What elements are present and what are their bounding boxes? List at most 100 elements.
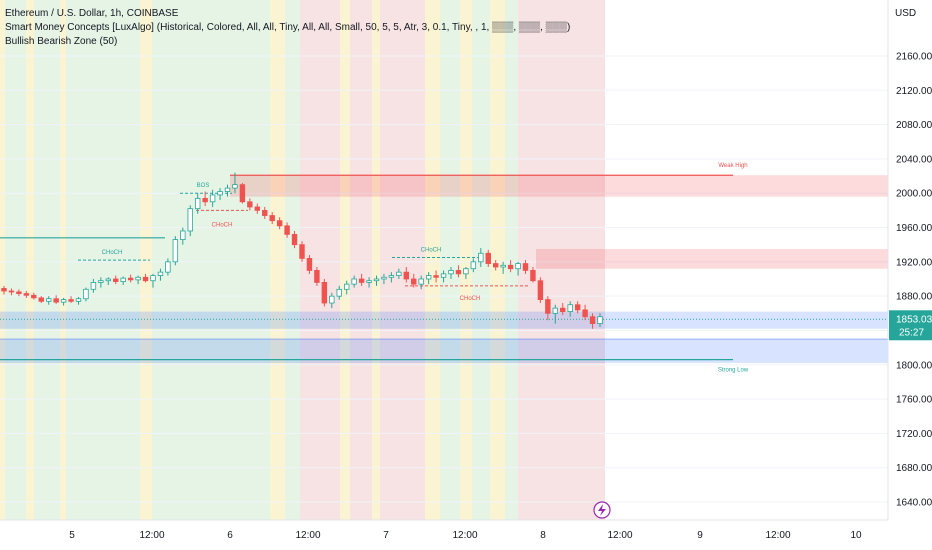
- candle: [425, 272, 432, 285]
- bullish-zone: [0, 311, 888, 329]
- session-band: [0, 0, 5, 520]
- candle: [150, 273, 156, 288]
- candle: [135, 275, 141, 285]
- candle: [247, 198, 253, 211]
- time-tick-label: 12:00: [295, 530, 320, 541]
- candle: [463, 266, 469, 279]
- candle: [142, 273, 149, 283]
- candle: [306, 254, 313, 274]
- candle: [299, 241, 305, 262]
- candle: [336, 285, 342, 300]
- candle: [262, 206, 268, 219]
- price-tick-label: 1720.00: [896, 429, 932, 440]
- time-tick-label: 5: [69, 530, 75, 541]
- price-tick-label: 1680.00: [896, 463, 932, 474]
- session-band: [505, 0, 518, 520]
- currency-label[interactable]: USD: [895, 8, 916, 19]
- session-band: [372, 0, 380, 520]
- choch-label: CHoCH: [102, 250, 123, 256]
- grid-layer: [0, 55, 888, 503]
- session-band: [425, 0, 440, 520]
- candle: [53, 295, 59, 304]
- candle: [366, 277, 372, 288]
- candle: [597, 313, 603, 328]
- symbol-title[interactable]: Ethereum / U.S. Dollar, 1h, COINBASE: [5, 8, 179, 19]
- session-band: [5, 0, 26, 520]
- candle: [388, 272, 395, 283]
- candle: [217, 188, 223, 201]
- time-axis[interactable]: [0, 520, 932, 550]
- candle: [8, 288, 15, 296]
- candle: [381, 273, 387, 285]
- candle: [582, 304, 588, 321]
- zone-layer: [0, 175, 888, 364]
- price-tick-label: 1640.00: [896, 498, 932, 509]
- session-band: [340, 0, 350, 520]
- candle: [329, 292, 335, 309]
- candle: [113, 275, 119, 285]
- last-price-value: 1853.03: [896, 314, 932, 325]
- candle: [165, 258, 171, 276]
- candle: [180, 227, 186, 245]
- price-tick-label: 1880.00: [896, 292, 932, 303]
- candle: [23, 291, 30, 298]
- candle: [470, 258, 477, 273]
- session-band: [440, 0, 460, 520]
- candle: [485, 249, 491, 267]
- candle: [254, 203, 261, 214]
- session-band: [285, 0, 300, 520]
- time-tick-label: 12:00: [765, 530, 790, 541]
- choch-label: CHoCH: [460, 296, 481, 302]
- candle: [492, 260, 499, 271]
- price-tick-label: 2160.00: [896, 52, 932, 63]
- session-band: [350, 0, 372, 520]
- bos-label: BOS: [197, 183, 210, 189]
- candle: [351, 275, 357, 288]
- choch-label: CHoCH: [421, 248, 442, 254]
- price-tick-label: 1800.00: [896, 360, 932, 371]
- candle: [448, 266, 454, 279]
- bearish-zone: [536, 248, 888, 269]
- time-tick-label: 6: [227, 530, 233, 541]
- candle: [187, 205, 193, 237]
- candle: [232, 172, 238, 194]
- session-band: [270, 0, 285, 520]
- candle: [269, 212, 275, 225]
- time-tick-label: 9: [697, 530, 703, 541]
- session-band: [26, 0, 34, 520]
- candle: [60, 297, 67, 306]
- indicator-smc-label[interactable]: Smart Money Concepts [LuxAlgo] (Historic…: [5, 22, 571, 33]
- candle: [314, 266, 320, 286]
- candle: [560, 303, 566, 316]
- price-tick-label: 2000.00: [896, 189, 932, 200]
- candle: [284, 222, 290, 238]
- price-tick-label: 2080.00: [896, 120, 932, 131]
- candle: [1, 285, 7, 295]
- strong-low-label: Strong Low: [718, 368, 749, 374]
- candle: [500, 261, 506, 274]
- candle: [522, 260, 529, 274]
- candle: [321, 279, 328, 307]
- session-band: [300, 0, 340, 520]
- price-tick-label: 1920.00: [896, 257, 932, 268]
- price-tick-label: 2120.00: [896, 86, 932, 97]
- structure-layer: CHoCH BOS CHoCH CHoCH CHoCH Weak High Strong L…: [0, 163, 888, 374]
- candle: [276, 217, 283, 230]
- candle: [373, 275, 380, 286]
- candle: [83, 287, 89, 302]
- price-tick-label: 2040.00: [896, 154, 932, 165]
- candle: [194, 193, 201, 214]
- candle: [68, 296, 74, 304]
- indicator-zone-label[interactable]: Bullish Bearish Zone (50): [5, 36, 118, 47]
- candle: [574, 301, 581, 314]
- price-axis[interactable]: [888, 0, 932, 550]
- lightning-icon[interactable]: [593, 501, 611, 519]
- candle: [127, 274, 134, 283]
- candle: [515, 261, 521, 276]
- session-band: [460, 0, 472, 520]
- candle: [120, 276, 126, 286]
- candle: [172, 236, 179, 266]
- candle: [433, 270, 439, 283]
- candle: [239, 182, 246, 204]
